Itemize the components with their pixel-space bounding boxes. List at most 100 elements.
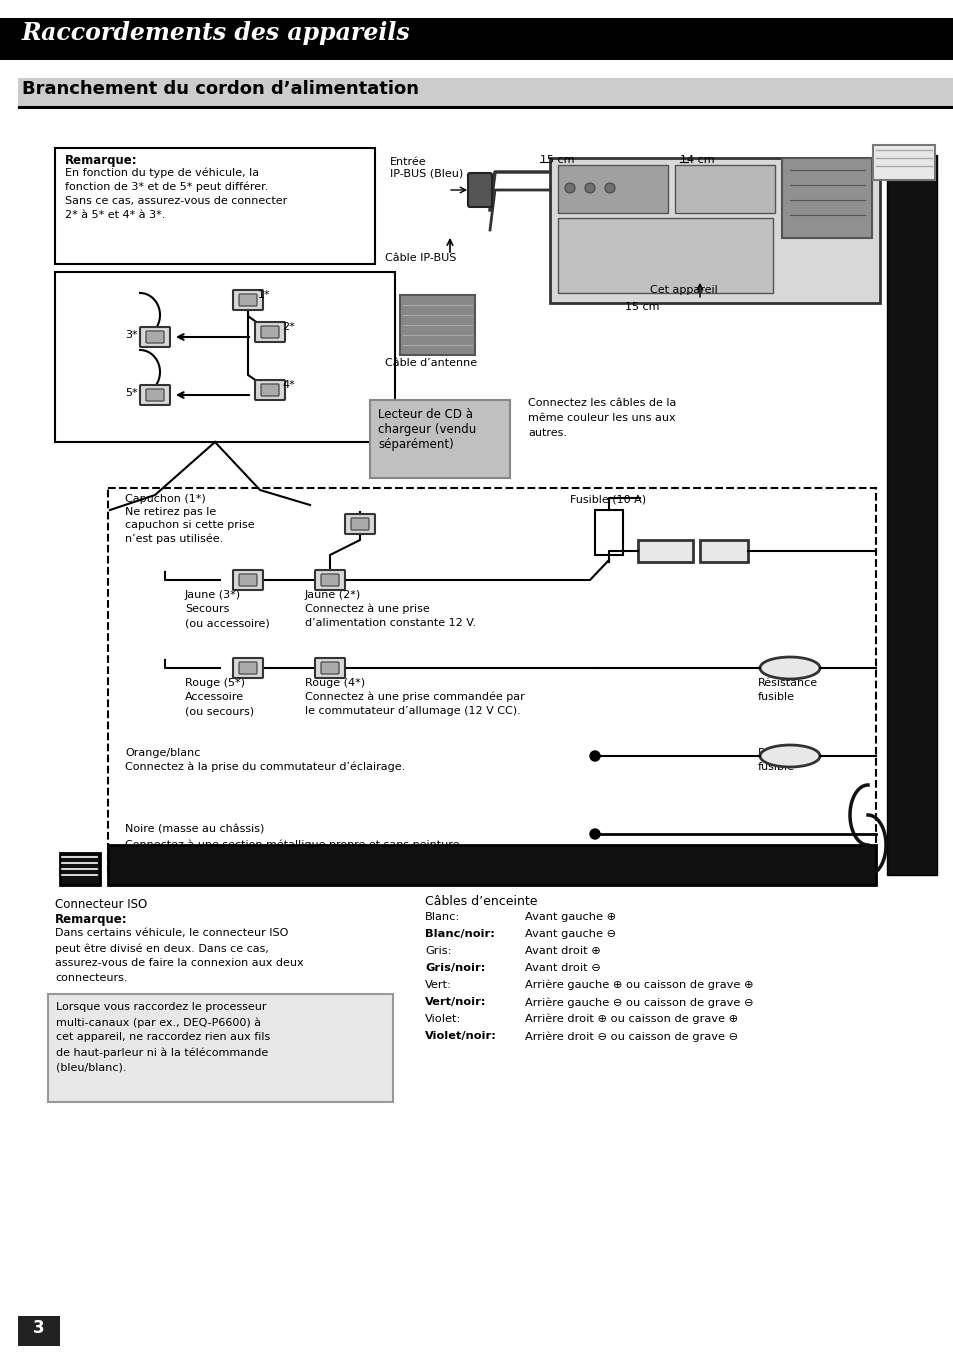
Bar (108, 488, 875, 873)
Text: le commutateur d’allumage (12 V CC).: le commutateur d’allumage (12 V CC). (305, 706, 520, 715)
Text: Lorsque vous raccordez le processeur: Lorsque vous raccordez le processeur (56, 1001, 266, 1012)
Text: Résistance: Résistance (758, 678, 818, 688)
Text: chargeur (vendu: chargeur (vendu (377, 423, 476, 436)
Text: 1*: 1* (257, 290, 271, 299)
Bar (370, 400, 510, 478)
Bar (638, 541, 692, 562)
Text: 2*: 2* (282, 322, 294, 332)
FancyBboxPatch shape (261, 327, 278, 337)
FancyBboxPatch shape (233, 659, 263, 678)
Text: 5*: 5* (125, 388, 137, 398)
Text: 15 cm: 15 cm (624, 302, 659, 312)
FancyBboxPatch shape (345, 514, 375, 534)
FancyBboxPatch shape (468, 173, 492, 207)
Text: multi-canaux (par ex., DEQ-P6600) à: multi-canaux (par ex., DEQ-P6600) à (56, 1018, 261, 1027)
Circle shape (589, 829, 599, 839)
Text: Connectez à une prise commandée par: Connectez à une prise commandée par (305, 692, 524, 702)
Text: Câble IP-BUS: Câble IP-BUS (385, 253, 456, 263)
FancyBboxPatch shape (351, 518, 369, 530)
Bar (60, 854, 100, 885)
Text: 4*: 4* (282, 379, 294, 390)
FancyBboxPatch shape (146, 389, 164, 401)
Bar (48, 995, 393, 1102)
FancyBboxPatch shape (254, 322, 285, 341)
Bar (399, 295, 475, 355)
Bar (700, 541, 747, 562)
Text: Connectez à la prise du commutateur d’éclairage.: Connectez à la prise du commutateur d’éc… (125, 762, 405, 772)
Text: peut être divisé en deux. Dans ce cas,: peut être divisé en deux. Dans ce cas, (55, 943, 269, 954)
Text: Cet appareil: Cet appareil (649, 285, 717, 295)
FancyBboxPatch shape (233, 570, 263, 589)
Text: (ou accessoire): (ou accessoire) (185, 618, 270, 627)
Text: Rouge (5*): Rouge (5*) (185, 678, 245, 688)
Text: connecteurs.: connecteurs. (55, 973, 128, 982)
Text: Avant gauche ⊕: Avant gauche ⊕ (524, 912, 616, 921)
Text: IP-BUS (Bleu): IP-BUS (Bleu) (390, 169, 463, 179)
Bar (558, 165, 667, 213)
Text: Raccordements des appareils: Raccordements des appareils (22, 20, 410, 45)
Text: Dans certains véhicule, le connecteur ISO: Dans certains véhicule, le connecteur IS… (55, 928, 288, 938)
Text: Câbles d’enceinte: Câbles d’enceinte (424, 896, 537, 908)
Text: Arrière gauche ⊖ ou caisson de grave ⊖: Arrière gauche ⊖ ou caisson de grave ⊖ (524, 997, 753, 1008)
Circle shape (604, 183, 615, 192)
Ellipse shape (760, 745, 820, 767)
Text: 2* à 5* et 4* à 3*.: 2* à 5* et 4* à 3*. (65, 210, 165, 220)
Text: Blanc:: Blanc: (424, 912, 459, 921)
Text: Gris/noir:: Gris/noir: (424, 963, 485, 973)
Text: Arrière droit ⊕ ou caisson de grave ⊕: Arrière droit ⊕ ou caisson de grave ⊕ (524, 1014, 738, 1024)
Text: Orange/blanc: Orange/blanc (125, 748, 200, 757)
Text: Rouge (4*): Rouge (4*) (305, 678, 365, 688)
Text: Noire (masse au châssis): Noire (masse au châssis) (125, 825, 264, 835)
Text: Lecteur de CD à: Lecteur de CD à (377, 408, 473, 421)
Bar (18, 1316, 60, 1346)
Text: Connectez les câbles de la: Connectez les câbles de la (527, 398, 676, 408)
Text: (ou secours): (ou secours) (185, 706, 253, 715)
Text: 3*: 3* (125, 331, 137, 340)
Text: Jaune (3*): Jaune (3*) (185, 589, 241, 600)
Text: 15 cm: 15 cm (539, 154, 574, 165)
Text: Avant gauche ⊖: Avant gauche ⊖ (524, 930, 616, 939)
Text: Violet/noir:: Violet/noir: (424, 1031, 497, 1041)
Text: Remarque:: Remarque: (55, 913, 128, 925)
FancyBboxPatch shape (140, 385, 170, 405)
Text: fusible: fusible (758, 692, 794, 702)
Bar (675, 165, 774, 213)
Bar (55, 272, 395, 442)
Text: Accessoire: Accessoire (185, 692, 244, 702)
Text: Arrière gauche ⊕ ou caisson de grave ⊕: Arrière gauche ⊕ ou caisson de grave ⊕ (524, 980, 753, 991)
Text: Blanc/noir:: Blanc/noir: (424, 930, 495, 939)
Circle shape (589, 751, 599, 762)
Bar (108, 846, 875, 885)
FancyBboxPatch shape (233, 290, 263, 310)
FancyBboxPatch shape (261, 383, 278, 396)
Text: (bleu/blanc).: (bleu/blanc). (56, 1062, 127, 1072)
Bar (872, 145, 934, 180)
Text: Fusible (10 A): Fusible (10 A) (569, 495, 645, 504)
Text: cet appareil, ne raccordez rien aux fils: cet appareil, ne raccordez rien aux fils (56, 1033, 270, 1042)
FancyBboxPatch shape (239, 294, 256, 306)
Text: Entrée: Entrée (390, 157, 426, 167)
Text: Sans ce cas, assurez-vous de connecter: Sans ce cas, assurez-vous de connecter (65, 196, 287, 206)
FancyBboxPatch shape (146, 331, 164, 343)
Text: Câble d’antenne: Câble d’antenne (385, 358, 476, 369)
Text: Avant droit ⊕: Avant droit ⊕ (524, 946, 600, 957)
Text: assurez-vous de faire la connexion aux deux: assurez-vous de faire la connexion aux d… (55, 958, 303, 967)
Text: Remarque:: Remarque: (65, 154, 137, 167)
Ellipse shape (760, 657, 820, 679)
Text: Violet:: Violet: (424, 1014, 461, 1024)
FancyBboxPatch shape (320, 575, 338, 585)
Circle shape (584, 183, 595, 192)
Text: Jaune (2*): Jaune (2*) (305, 589, 361, 600)
FancyBboxPatch shape (254, 379, 285, 400)
Bar (18, 106, 953, 108)
Text: même couleur les uns aux: même couleur les uns aux (527, 413, 675, 423)
Text: Ne retirez pas le: Ne retirez pas le (125, 507, 216, 518)
Bar (886, 154, 936, 875)
Text: Arrière droit ⊖ ou caisson de grave ⊖: Arrière droit ⊖ ou caisson de grave ⊖ (524, 1031, 738, 1042)
Text: Capuchon (1*): Capuchon (1*) (125, 495, 206, 504)
Bar (595, 509, 622, 556)
Bar (18, 79, 953, 106)
Bar (550, 159, 879, 304)
Text: séparément): séparément) (377, 438, 454, 451)
FancyBboxPatch shape (314, 659, 345, 678)
